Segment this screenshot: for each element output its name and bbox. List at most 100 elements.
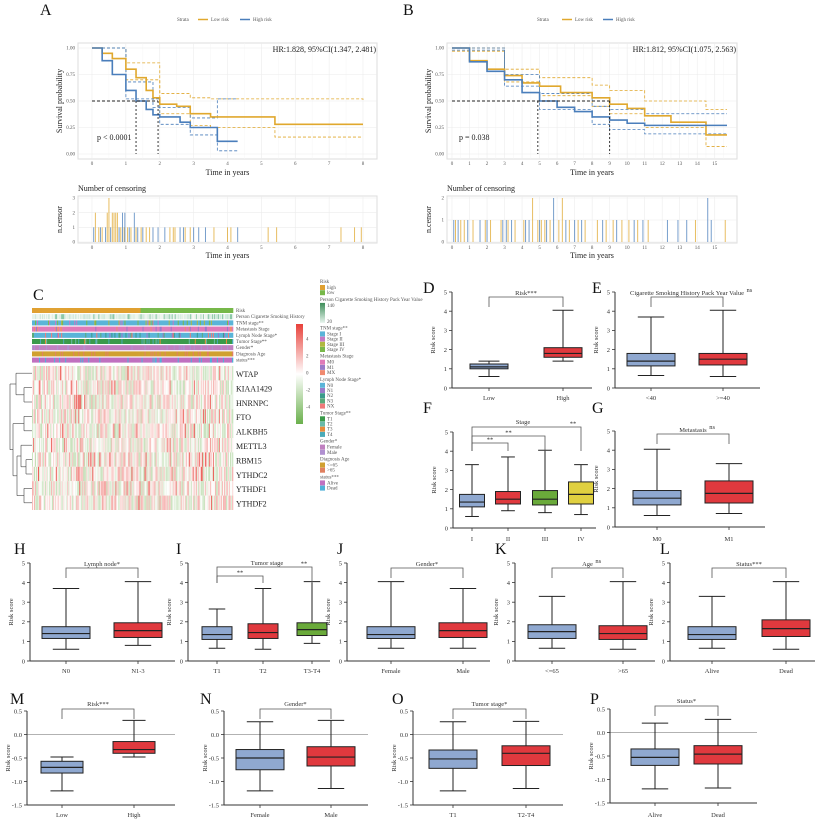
heatmap-cell <box>154 495 156 510</box>
annotation-cell <box>196 351 199 357</box>
heatmap-cell <box>51 438 53 453</box>
annotation-cell <box>40 332 42 338</box>
heatmap-cell <box>217 481 220 496</box>
annotation-cell <box>206 308 209 313</box>
annotation-cell <box>85 320 87 326</box>
annotation-cell <box>183 320 186 326</box>
annotation-cell <box>218 332 221 338</box>
heatmap-cell <box>158 366 160 381</box>
annotation-cell <box>114 332 116 338</box>
heatmap-cell <box>59 380 61 395</box>
heatmap-cell <box>231 366 234 381</box>
annotation-cell <box>162 345 164 351</box>
annotation-cell <box>38 308 40 313</box>
heatmap-cell <box>135 481 137 496</box>
legend-swatch <box>320 285 325 290</box>
annotation-cell <box>55 339 57 344</box>
annotation-cell <box>154 339 156 344</box>
heatmap-cell <box>103 380 105 395</box>
heatmap-cell <box>90 380 92 395</box>
annotation-cell <box>36 320 38 326</box>
annotation-cell <box>173 351 176 357</box>
heatmap-cell <box>226 366 229 381</box>
heatmap-cell <box>142 409 144 424</box>
annotation-cell <box>145 308 147 313</box>
heatmap-cell <box>161 466 163 482</box>
heatmap-cell <box>217 366 220 381</box>
legend-item-label: MX <box>327 371 335 376</box>
annotation-cell <box>201 351 204 357</box>
annotation-cell <box>44 314 46 320</box>
annotation-cell <box>53 326 55 332</box>
heatmap-cell <box>45 481 47 496</box>
annotation-cell <box>40 357 42 363</box>
heatmap-cell <box>150 423 152 438</box>
heatmap-cell <box>154 481 156 496</box>
heatmap-cell <box>33 438 35 453</box>
heatmap-cell <box>41 452 43 467</box>
annotation-cell <box>62 339 64 344</box>
annotation-cell <box>56 308 58 313</box>
heatmap-cell <box>68 481 70 496</box>
x-tick-label: T2-T4 <box>518 812 535 819</box>
annotation-cell <box>131 351 133 357</box>
annotation-cell <box>82 357 84 363</box>
annotation-cell <box>173 314 176 320</box>
heatmap-cell <box>163 438 165 453</box>
y-axis-label: Survival probability <box>424 69 433 133</box>
annotation-cell <box>228 345 231 351</box>
annotation-cell <box>170 326 172 332</box>
annotation-cell <box>188 357 191 363</box>
annotation-cell <box>165 357 167 363</box>
heatmap-cell <box>96 452 98 467</box>
annotation-cell <box>83 332 85 338</box>
heatmap-cell <box>198 481 201 496</box>
x-tick-label: 3 <box>192 162 195 167</box>
heatmap-cell <box>204 438 207 453</box>
heatmap-cell <box>33 452 35 467</box>
annotation-cell <box>54 339 56 344</box>
annotation-cell <box>201 357 204 363</box>
heatmap-cell <box>124 466 126 482</box>
annotation-cell <box>216 332 219 338</box>
heatmap-cell <box>75 438 77 453</box>
heatmap-cell <box>164 380 166 395</box>
legend-item-label: Stage III <box>327 343 345 348</box>
heatmap-cell <box>79 495 81 510</box>
annotation-cell <box>39 332 41 338</box>
annotation-cell <box>33 326 35 332</box>
heatmap-cell <box>218 495 221 510</box>
heatmap-cell <box>192 409 195 424</box>
annotation-cell <box>106 308 108 313</box>
annotation-cell <box>84 320 86 326</box>
annotation-cell <box>225 345 228 351</box>
y-tick-label: 2 <box>662 619 665 626</box>
heatmap-cell <box>152 438 154 453</box>
heatmap-cell <box>131 394 133 410</box>
heatmap-cell <box>78 438 80 453</box>
annotation-cell <box>180 320 183 326</box>
annotation-cell <box>96 351 98 357</box>
annotation-cell <box>150 326 152 332</box>
annotation-cell <box>187 326 190 332</box>
x-tick-label: T1 <box>213 668 220 675</box>
x-tick-label: III <box>542 536 549 543</box>
heatmap-cell <box>47 423 49 438</box>
annotation-cell <box>39 308 41 313</box>
heatmap-cell <box>134 394 136 410</box>
heatmap-cell <box>64 409 66 424</box>
annotation-cell <box>46 351 48 357</box>
heatmap-cell <box>99 481 101 496</box>
heatmap-cell <box>207 409 210 424</box>
annotation-cell <box>117 326 119 332</box>
heatmap-cell <box>164 452 166 467</box>
heatmap-cell <box>187 452 190 467</box>
annotation-cell <box>82 339 84 344</box>
heatmap-cell <box>95 423 97 438</box>
annotation-cell <box>44 326 46 332</box>
annotation-cell <box>108 326 110 332</box>
annotation-cell <box>111 351 113 357</box>
heatmap-cell <box>72 438 74 453</box>
x-tick-label: M0 <box>652 536 661 543</box>
